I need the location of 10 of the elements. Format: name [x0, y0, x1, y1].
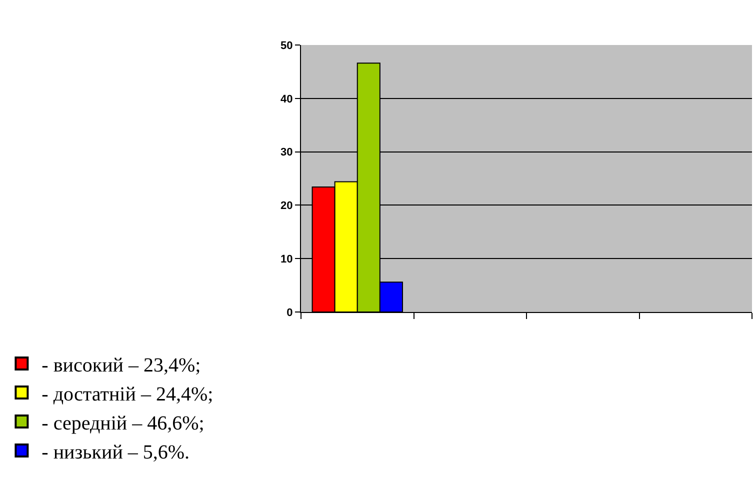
y-tick-label: 10 — [280, 253, 293, 266]
y-tick-label: 30 — [280, 146, 293, 159]
y-tick-label: 0 — [286, 306, 293, 319]
y-tick-label: 50 — [280, 40, 293, 52]
legend-label: - середній – 46,6%; — [42, 412, 204, 434]
legend-label: - достатній – 24,4%; — [42, 383, 214, 406]
legend-label: - низький – 5,6%. — [42, 441, 190, 464]
legend-label: - високий – 23,4%; — [42, 354, 201, 376]
y-tick-label: 40 — [280, 93, 293, 106]
y-tick-label: 20 — [280, 200, 293, 212]
